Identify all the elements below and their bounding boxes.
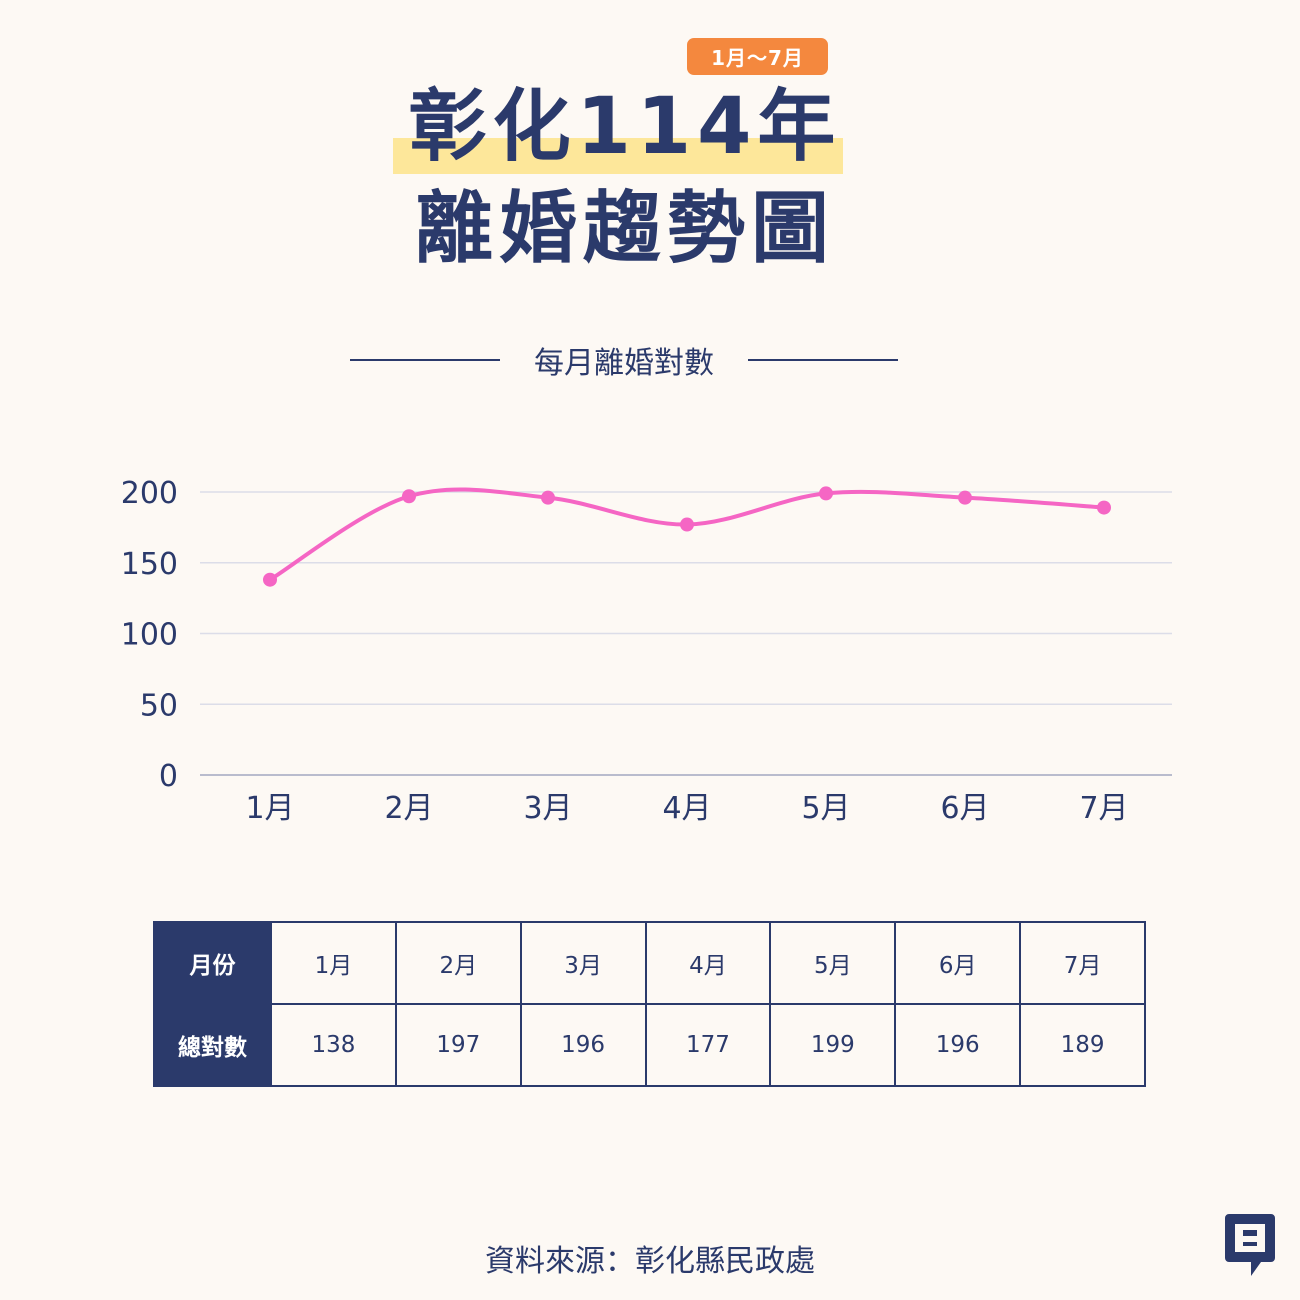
- data-point: [1097, 500, 1111, 515]
- table-row-totals: 總對數 138 197 196 177 199 196 189: [153, 1003, 1146, 1087]
- table-cell-total: 138: [270, 1003, 397, 1087]
- table-header-total: 總對數: [153, 1003, 272, 1087]
- table-cell-month: 3月: [519, 921, 647, 1005]
- data-table: 月份 1月 2月 3月 4月 5月 6月 7月 總對數 138 197 196 …: [153, 921, 1146, 1087]
- x-tick-label: 4月: [662, 791, 711, 826]
- date-range-badge: 1月～7月: [687, 38, 828, 75]
- table-cell-month: 2月: [394, 921, 522, 1005]
- x-tick-label: 7月: [1079, 791, 1128, 826]
- y-tick-label: 0: [159, 759, 178, 794]
- y-tick-label: 50: [140, 688, 178, 723]
- y-tick-label: 200: [121, 476, 178, 511]
- page-title-line2: 離婚趨勢圖: [414, 184, 835, 274]
- table-cell-month: 4月: [644, 921, 772, 1005]
- x-tick-label: 5月: [801, 791, 850, 826]
- title-rule-left: [350, 359, 500, 361]
- y-tick-label: 100: [121, 618, 178, 653]
- table-cell-month: 6月: [894, 921, 1022, 1005]
- x-tick-label: 2月: [384, 791, 433, 826]
- x-tick-label: 6月: [940, 791, 989, 826]
- table-cell-total: 197: [394, 1003, 522, 1087]
- x-tick-label: 1月: [245, 791, 294, 826]
- table-cell-total: 177: [644, 1003, 772, 1087]
- y-tick-label: 150: [121, 547, 178, 582]
- page-title-line1: 彰化114年: [408, 82, 842, 172]
- chart-title-row: 每月離婚對數: [350, 340, 898, 381]
- data-point: [263, 572, 277, 587]
- table-cell-total: 196: [894, 1003, 1022, 1087]
- table-cell-month: 5月: [769, 921, 897, 1005]
- table-cell-total: 199: [769, 1003, 897, 1087]
- data-point: [402, 489, 416, 504]
- table-cell-total: 196: [519, 1003, 647, 1087]
- data-point: [958, 490, 972, 505]
- table-cell-month: 7月: [1019, 921, 1146, 1005]
- title-highlight: [393, 138, 843, 174]
- line-chart: 0 50 100 150 200 1月 2月 3月 4月 5月 6月 7月: [121, 476, 1172, 826]
- data-point: [680, 517, 694, 532]
- data-point: [541, 490, 555, 505]
- table-header-month: 月份: [153, 921, 272, 1005]
- x-tick-label: 3月: [523, 791, 572, 826]
- table-row-months: 月份 1月 2月 3月 4月 5月 6月 7月: [153, 921, 1146, 1005]
- chart-title: 每月離婚對數: [534, 346, 714, 381]
- data-point: [819, 486, 833, 501]
- title-rule-right: [748, 359, 898, 361]
- series-line: [268, 487, 1105, 582]
- brand-logo-icon: [1225, 1214, 1275, 1276]
- table-cell-total: 189: [1019, 1003, 1146, 1087]
- data-source: 資料來源：彰化縣民政處: [485, 1244, 815, 1279]
- table-cell-month: 1月: [270, 921, 397, 1005]
